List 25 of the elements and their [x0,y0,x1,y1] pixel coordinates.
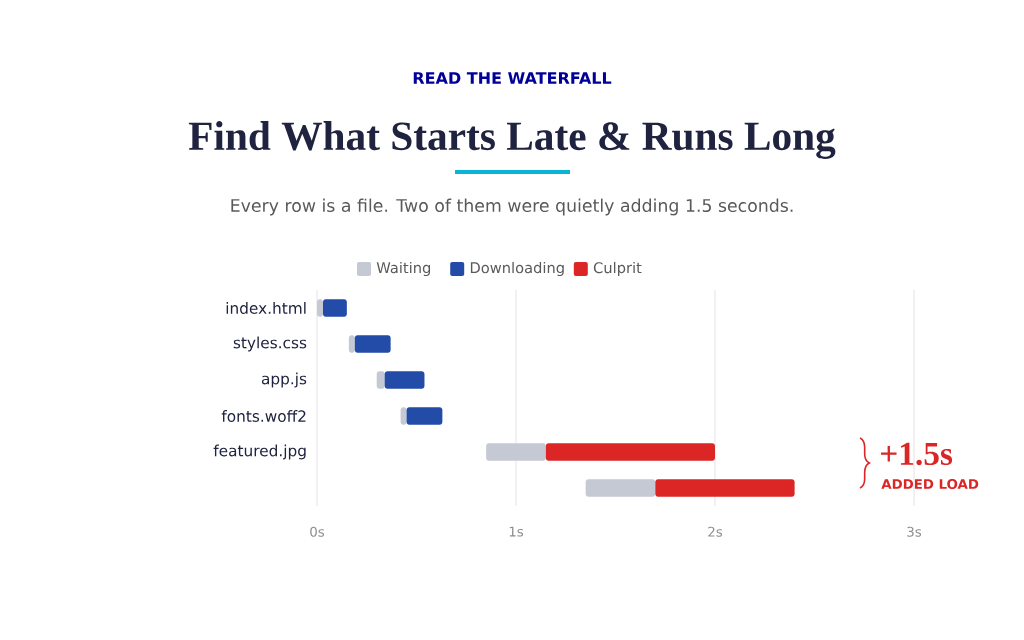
bar [486,443,546,461]
chart-title: Find What Starts Late & Runs Long [188,121,836,159]
y-tick-label: index.html [226,302,306,314]
chart-subtitle: Every row is a file. Two of them were quietly adding 1.5 seconds. [231,198,793,216]
legend-label: Waiting [376,261,431,277]
y-tick-label: fonts.woff2 [221,410,306,422]
text: READ THE WATERFALL [413,72,612,84]
bar [585,479,656,497]
bar [545,443,715,461]
y-tick-label: styles.css [233,336,307,352]
bar [322,299,347,317]
x-tick-label: 3s [907,526,922,537]
bar [354,335,391,353]
x-tick-label: 2s [708,526,723,537]
annotation: ADDED LOAD [881,478,979,490]
y-tick-label: featured.jpg [213,444,306,460]
legend-label: Downloading [470,261,564,277]
bar [384,371,425,389]
bar [655,479,795,497]
annotation: +1.5s [881,442,953,466]
legend-label: Culprit [593,261,642,277]
x-tick-label: 0s [310,526,325,537]
bar [406,407,443,425]
x-tick-label: 1s [509,526,524,537]
y-tick-label: app.js [261,372,307,388]
